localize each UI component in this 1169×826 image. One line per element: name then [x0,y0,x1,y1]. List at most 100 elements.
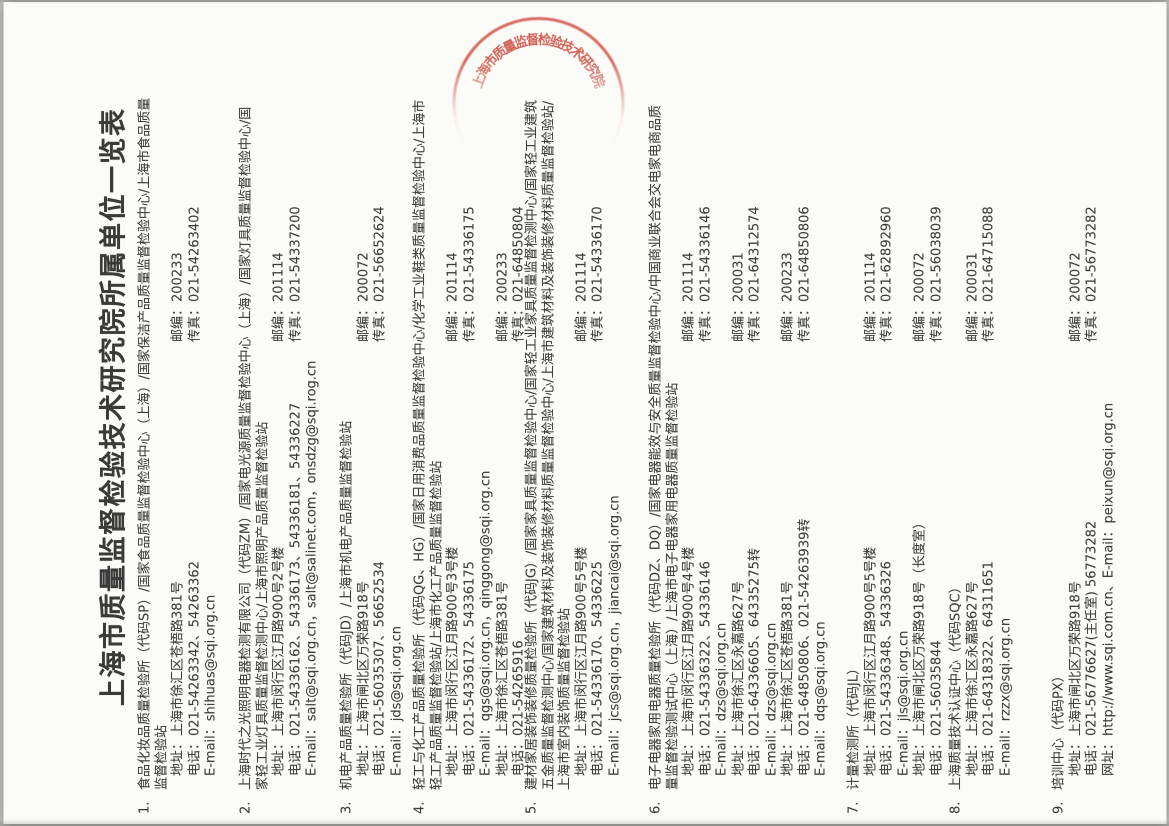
postcode-value: 200072 [1067,252,1083,302]
address-label: 地址： [862,736,878,776]
phone-label: 电话： [981,736,996,776]
email-label: E-mail： [478,722,493,776]
unit-entry-5: 5. 建材家居装饰装修质量检验所（代码JG）/国家家具质量监督检验中心/国家轻工… [524,30,623,814]
item-number: 2. [238,801,253,814]
fax-value: 021-54336175 [461,206,477,302]
phone-label: 电话： [461,736,477,776]
email-row: E-mail：rzzx@sqi.org.cn [998,30,1015,790]
phone-row: 电话：021-54336172、54336175 传真：021-54336175 [462,30,479,790]
address-row: 地址：上海市徐汇区苍梧路381号 邮编：200233 [170,30,187,790]
unit-name: 轻工与化工产品质量检验所（代码QG、HG）/国家日用消费品质量监督检验中心/化学… [412,99,444,790]
address-value: 上海市徐汇区苍梧路381号 [494,581,510,736]
item-number: 7. [846,801,861,814]
scan-edge-shadow-top [0,0,1169,4]
email-value: dzs@sqi.org.cn [763,622,779,722]
postcode-label: 邮编： [730,302,746,342]
phone-label: 电话： [372,736,387,776]
phone-value: 021-64336605、64335275转 [747,548,762,736]
unit-name: 上海时代之光照明电器检测有限公司（代码ZM）/国家电光源质量监督检验中心（上海）… [238,106,270,790]
address-value: 上海市徐汇区永嘉路627号 [964,581,980,736]
address-row: 地址：上海市闵行区江月路900号5号楼 邮编：201114 [863,30,880,790]
email-row: E-mail：jcs@sqi.org.cn，jiancai@sqi.org.cn [607,30,624,790]
address-row: 地址：上海市闸北区万荣路918号 邮编：200072 [1068,30,1085,790]
phone-value: 021-54336348、54336326 [879,561,894,736]
fax-label: 传真： [590,302,605,342]
fax-label: 传真： [747,302,762,342]
item-number: 5. [524,801,539,814]
postcode-label: 邮编： [862,302,878,342]
address-label: 地址： [170,736,185,776]
address-value: 上海市闵行区江月路900号4号楼 [681,546,696,736]
phone-label: 电话： [287,736,303,776]
website-label: 网址： [1100,736,1116,776]
phone-row: 电话：021-54336170、54336225 传真：021-54336170 [590,30,607,790]
fax-value: 021-62892960 [879,206,894,302]
postcode-label: 邮编： [573,302,589,342]
email-label: E-mail： [763,722,779,776]
address-row: 地址：上海市闵行区江月路900号4号楼 邮编：201114 [681,30,698,790]
phone-value: 021-56776627(主任室) 56773282 [1084,520,1099,736]
fax-label: 传真： [461,302,477,342]
unit-name: 电子电器家用电器质量检验所（代码DZ、DQ）/国家电器能效与安全质量监督检验中心… [648,105,680,790]
email-label: E-mail： [997,722,1013,776]
address-value: 上海市徐汇区苍梧路381号 [170,581,185,736]
address-row: 地址：上海市徐汇区苍梧路381号 邮编：200233 [780,30,797,790]
unit-name: 机电产品质量检验所（代码JD）/上海市机电产品质量监督检验站 [339,420,354,790]
phone-row: 电话：021-54263342、54263362 传真：021-54263402 [187,30,204,790]
fax-value: 021-54336146 [697,206,713,302]
phone-label: 电话： [879,736,894,776]
email-label: E-mail： [714,722,729,776]
email-label: E-mail： [304,722,319,776]
address-label: 地址： [964,736,980,776]
email-value: rzzx@sqi.org.cn [997,617,1013,722]
address-label: 地址： [494,736,510,776]
unit-name: 食品化妆品质量检验所（代码SP）/国家食品质量监督检验中心（上海）/国家保洁产品… [137,97,169,790]
email-label: E-mail： [895,722,911,776]
email-label: E-mail： [203,722,218,776]
email-row: E-mail：jls@sqi.org.cn [896,30,913,790]
email-value: jcs@sqi.org.cn，jiancai@sqi.org.cn [606,495,622,722]
address-label: 地址： [912,736,927,776]
postcode-value: 200233 [494,252,510,302]
phone-row: 电话：021-56776627(主任室) 56773282 传真：021-567… [1084,30,1101,790]
fax-value: 021-56652624 [372,206,387,302]
phone-label: 电话： [747,736,762,776]
fax-value: 021-64850806 [796,206,812,302]
address-row: 地址：上海市徐汇区永嘉路627号 邮编：200031 [731,30,748,790]
phone-label: 电话： [928,736,944,776]
address-row: 地址：上海市闸北区万荣路918号 邮编：200072 [356,30,373,790]
page-title: 上海市质量监督检验技术研究院所属单位一览表 [98,107,129,707]
phone-value: 021-64850806、021-54263939转 [796,518,812,736]
address-value: 上海市闵行区江月路900号2号楼 [271,546,286,736]
postcode-value: 201114 [862,252,878,302]
item-number: 6. [648,801,663,814]
fax-value: 021-56038039 [928,206,944,302]
item-number: 1. [137,801,152,814]
address-value: 上海市闵行区江月路900号5号楼 [573,546,589,736]
postcode-value: 201114 [445,252,460,302]
phone-value: 021-54336162、54336173、54336181、54336227 [287,402,303,736]
phone-row: 电话：021-54336162、54336173、54336181、543362… [288,30,305,790]
address-value: 上海市闸北区万荣路918号 [355,581,371,736]
email-row: E-mail：dqs@sqi.org.cn [813,30,830,790]
email-label: E-mail： [388,722,404,776]
address-value: 上海市闵行区江月路900号5号楼 [862,546,878,736]
fax-label: 传真： [287,302,303,342]
postcode-value: 200072 [912,252,927,302]
address-label: 地址： [681,736,696,776]
address-label: 地址： [445,736,460,776]
email-label: E-mail： [606,722,622,776]
address-row: 地址：上海市闸北区万荣路918号（长度室） 邮编：200072 [912,30,929,790]
postcode-value: 200233 [780,252,795,302]
phone-row: 电话：021-64336605、64335275转 传真：021-6431257… [747,30,764,790]
email-row: E-mail：dzs@sqi.org.cn [714,30,731,790]
address-row: 地址：上海市徐汇区苍梧路381号 邮编：200233 [495,30,512,790]
postcode-value: 201114 [271,252,286,302]
postcode-label: 邮编： [355,302,371,342]
postcode-label: 邮编： [445,302,460,342]
address-label: 地址： [573,736,589,776]
unit-name: 培训中心（代码PX） [1051,669,1066,790]
postcode-value: 200233 [170,252,185,302]
email-row: E-mail：qgs@sqi.org.cn，qinggong@sqi.org.c… [478,30,495,790]
email-row: E-mail：shihuas@sqi.org.cn [203,30,220,790]
